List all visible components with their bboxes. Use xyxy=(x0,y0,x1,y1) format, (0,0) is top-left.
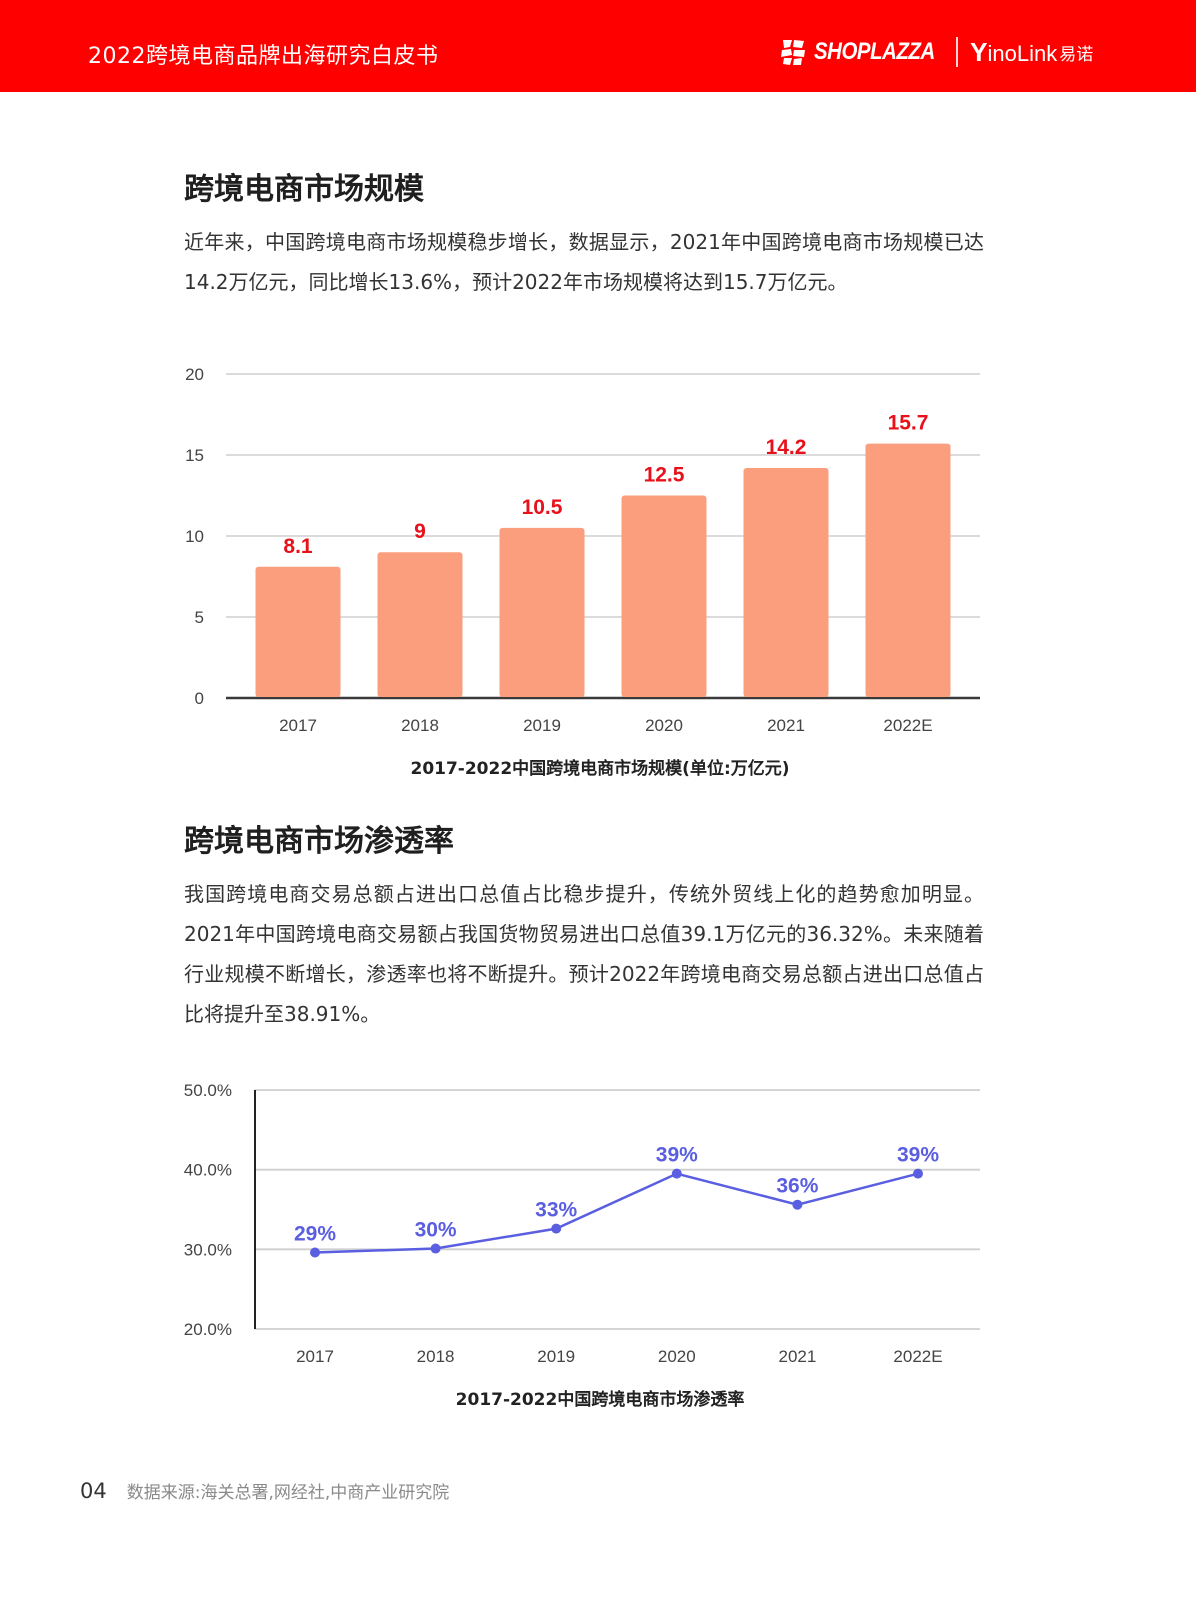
point-value-label: 39% xyxy=(897,1144,939,1167)
y-tick-label: 0 xyxy=(195,689,204,708)
bar-chart-caption: 2017-2022中国跨境电商市场规模(单位:万亿元) xyxy=(410,759,790,779)
y-tick-label: 40.0% xyxy=(184,1161,232,1180)
bar-value-label: 8.1 xyxy=(283,535,313,558)
data-source-note: 数据来源:海关总署,网经社,中商产业研究院 xyxy=(126,1483,450,1503)
bar-chart-canvas: 0 5 10 15 20 8.1 2017 9 2018 10.5 2019 12.5 2020 14.2… xyxy=(185,365,980,735)
point-value-label: 29% xyxy=(294,1223,336,1246)
data-point-marker xyxy=(792,1199,803,1210)
point-value-label: 39% xyxy=(656,1144,698,1167)
shoplazza-wordmark: SHOPLAZZA xyxy=(814,38,935,65)
data-point-marker xyxy=(310,1247,320,1258)
point-value-label: 33% xyxy=(535,1199,577,1222)
page-header: 2022跨境电商品牌出海研究白皮书 SHOPLAZZA YinoLink 易诺 xyxy=(0,0,1196,92)
y-tick-label: 15 xyxy=(185,446,204,465)
brand-divider xyxy=(956,37,959,67)
data-point-marker xyxy=(430,1243,441,1254)
line-chart-penetration-rate: 20.0% 30.0% 40.0% 50.0% 29% 2017 30% 2018 33% 201… xyxy=(184,1081,980,1366)
y-tick-label: 50.0% xyxy=(184,1081,232,1100)
data-point-marker xyxy=(913,1168,923,1179)
x-tick-label: 2018 xyxy=(401,716,439,735)
bar xyxy=(865,443,951,697)
yinolink-wordmark: YinoLink xyxy=(970,37,1057,68)
y-tick-label: 20.0% xyxy=(184,1320,232,1339)
document-title: 2022跨境电商品牌出海研究白皮书 xyxy=(88,44,439,69)
x-tick-label: 2021 xyxy=(778,1347,816,1366)
section-title-market-size: 跨境电商市场规模 xyxy=(184,172,424,207)
shoplazza-logo-icon xyxy=(781,40,805,65)
bar-value-label: 12.5 xyxy=(644,464,685,487)
y-tick-label: 5 xyxy=(195,608,204,627)
bar xyxy=(499,527,585,697)
x-tick-label: 2018 xyxy=(417,1347,455,1366)
x-tick-label: 2022E xyxy=(883,716,932,735)
data-point-marker xyxy=(671,1168,682,1179)
line-chart-caption: 2017-2022中国跨境电商市场渗透率 xyxy=(455,1390,745,1410)
data-point-marker xyxy=(551,1223,562,1234)
yinolink-y-glyph: Y xyxy=(970,36,988,67)
y-tick-label: 30.0% xyxy=(184,1240,232,1259)
bar-chart-market-size: 0 5 10 15 20 8.1 2017 9 2018 10.5 2019 12.5 2020 14.2… xyxy=(0,0,1200,800)
bar-value-label: 14.2 xyxy=(766,436,807,459)
bar xyxy=(621,495,707,697)
x-tick-label: 2020 xyxy=(645,716,683,735)
paragraph-market-size: 近年来，中国跨境电商市场规模稳步增长，数据显示，2021年中国跨境电商市场规模已… xyxy=(184,230,984,294)
bar xyxy=(255,566,341,697)
page-number: 04 xyxy=(80,1479,107,1503)
bar-value-label: 9 xyxy=(414,520,426,543)
point-value-label: 36% xyxy=(776,1175,818,1198)
x-tick-label: 2021 xyxy=(767,716,805,735)
x-tick-label: 2017 xyxy=(296,1347,334,1366)
bar-value-label: 15.7 xyxy=(888,412,929,435)
paragraph-penetration-rate: 我国跨境电商交易总额占进出口总值占比稳步提升，传统外贸线上化的趋势愈加明显。20… xyxy=(184,882,984,1026)
brand-logos: SHOPLAZZA YinoLink 易诺 xyxy=(780,34,1093,70)
x-tick-label: 2020 xyxy=(658,1347,696,1366)
x-tick-label: 2017 xyxy=(279,716,317,735)
page-footer: 04 数据来源:海关总署,网经社,中商产业研究院 xyxy=(80,1478,449,1503)
x-tick-label: 2019 xyxy=(537,1347,575,1366)
x-tick-label: 2019 xyxy=(523,716,561,735)
bar xyxy=(377,552,463,697)
series-line xyxy=(314,1172,919,1254)
yinolink-name: inoLink xyxy=(987,40,1058,66)
section-title-penetration-rate: 跨境电商市场渗透率 xyxy=(184,824,454,859)
y-tick-label: 10 xyxy=(185,527,204,546)
point-value-label: 30% xyxy=(415,1219,457,1242)
bar xyxy=(743,467,829,697)
line-chart-canvas: 20.0% 30.0% 40.0% 50.0% 29% 2017 30% 2018 33% 201… xyxy=(184,1081,980,1366)
bar-value-label: 10.5 xyxy=(522,496,563,519)
x-tick-label: 2022E xyxy=(893,1347,942,1366)
y-tick-label: 20 xyxy=(185,365,204,384)
yinolink-cn-name: 易诺 xyxy=(1059,44,1094,65)
